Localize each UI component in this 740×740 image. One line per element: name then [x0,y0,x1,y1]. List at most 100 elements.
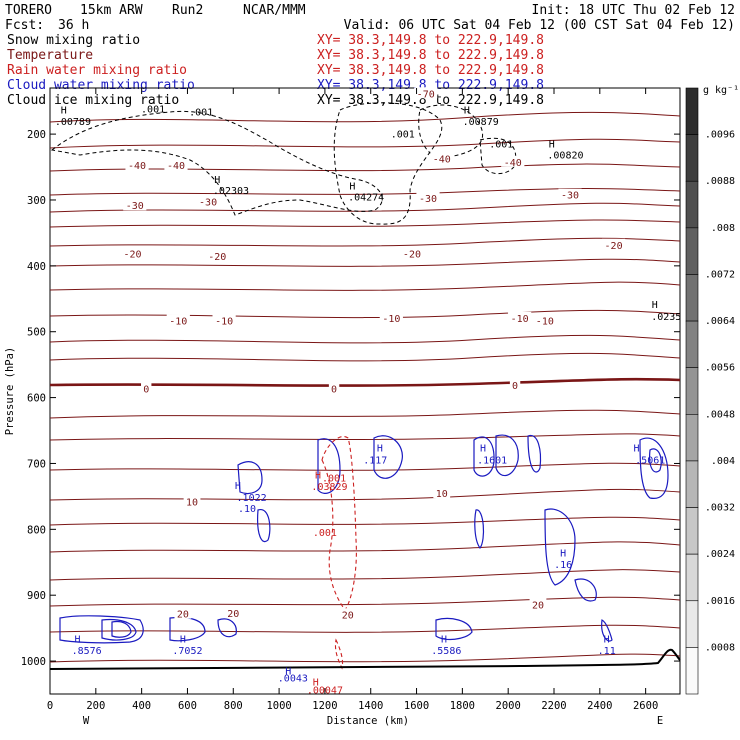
temperature-label-bg [379,311,403,323]
cloud-water-contour [317,438,341,494]
y-tick-label: 400 [27,261,46,273]
x-tick-label: 2200 [541,700,566,712]
colorbar: .0096 .0088 .008 .0072 .0064 .0056 .0048 .004 .0… [685,87,735,695]
temperature-label-bg [174,607,192,619]
isotherm-line [49,653,681,663]
temperature-label-bg [430,152,454,164]
temperature-label: -10 [169,317,187,328]
maximum-label: .5586 [431,646,461,657]
temperature-label: 20 [342,610,354,621]
isotherm-line [49,541,681,553]
isotherm-line [49,202,681,213]
cloud-water-contour [544,508,576,586]
temperature-label-bg [166,314,190,326]
cloud-water-contour [474,509,485,550]
plot-frame [49,87,681,695]
isotherm-line [49,409,681,419]
rain-water-contour [334,638,344,670]
legend-xy-cloud-ice: XY= 38.3,149.8 to 222.9,149.8 [317,93,544,108]
cloud-ice-contour [418,104,483,159]
maximum-label: H [464,106,470,117]
maximum-label: H [377,444,383,455]
cloud-water-contour [473,436,495,477]
header-init: Init: 18 UTC Thu 02 Feb 12 [532,3,736,18]
rain-water-contours [321,436,357,670]
temperature-label: -40 [504,158,522,169]
y-tick-label: 600 [27,393,46,405]
colorbar-label: .0016 [705,596,735,607]
temperature-label: -30 [126,201,144,212]
maximum-label: .001 [141,104,165,115]
temperature-label-bg [414,87,438,99]
temperature-label: -40 [128,161,146,172]
maximum-label: H [285,666,291,677]
maximum-label: .001 [313,528,337,539]
temperature-label: 20 [177,610,189,621]
legend-xy-snow: XY= 38.3,149.8 to 222.9,149.8 [317,33,544,48]
temperature-label-bg [601,238,626,250]
header-fcst-label: Fcst: [5,18,44,33]
temperature-label-bg [164,159,188,171]
colorbar-cell [685,320,699,368]
colorbar-cell [685,600,699,648]
temperature-label-bg [508,311,532,323]
terrain-line [49,648,681,670]
colorbar-label: .008 [711,223,735,234]
x-tick-label: 1200 [312,700,337,712]
header-org: TORERO [5,3,52,18]
cloud-ice-contour [479,137,517,175]
colorbar-label: .0048 [705,409,735,420]
maximum-label: .001 [391,129,415,140]
isotherm-line [49,163,681,172]
cloud-water-contour [435,617,473,641]
maximum-label: H [349,181,355,192]
header-run: Run2 [172,3,203,18]
x-tick-label: 1400 [358,700,383,712]
x-tick-label: 800 [224,700,243,712]
x-tick-label: 200 [86,700,105,712]
maximum-label: H [74,635,80,646]
colorbar-label: .0008 [705,642,735,653]
isotherm-line [49,569,681,581]
maximum-label: .0235 [651,312,681,323]
cloud-water-contour [601,619,613,642]
cloud-water-contour [257,509,271,543]
colorbar-label: .0064 [705,316,735,327]
temperature-label-bg [212,314,236,326]
temperature-label: -70 [417,89,435,100]
x-tick-label: 2000 [496,700,521,712]
isotherm-line [49,377,681,387]
colorbar-label: .0096 [705,130,735,141]
x-tick-label: 400 [132,700,151,712]
maximum-label: H [235,481,241,492]
maximum-label: .001 [489,139,513,150]
x-axis-label: Distance (km) [327,715,409,727]
legend-xy-temperature: XY= 38.3,149.8 to 222.9,149.8 [317,48,544,63]
colorbar-label: .0088 [705,176,735,187]
temperature-label: -10 [511,314,529,325]
temperature-label: -20 [605,241,623,252]
colorbar-cell [685,227,699,275]
colorbar-cell [685,87,699,135]
cloud-water-contour [527,434,542,473]
x-axis: 0 200 400 600 800 1000 1200 1400 1600 1800 2000 220… [47,88,658,712]
temperature-label: -30 [419,194,437,205]
legend-xy-cloud-water: XY= 38.3,149.8 to 222.9,149.8 [317,78,544,93]
temperature-label-bg [501,155,525,167]
cloud-water-contour [111,620,132,638]
maximum-label: .001 [189,108,213,119]
temperature-label: -40 [433,154,451,165]
temperature-label-bg [328,382,340,394]
maximum-label: .117 [363,456,387,467]
header-valid: Valid: 06 UTC Sat 04 Feb 12 (00 CST Sat … [344,18,735,33]
maximum-label: .1022 [237,493,267,504]
temperature-label: 20 [227,609,239,620]
maximum-label: .00820 [547,151,583,162]
isotherm-line [49,433,681,441]
x-tick-label: 1600 [404,700,429,712]
colorbar-label: .0024 [705,549,735,560]
colorbar-label: .0032 [705,503,735,514]
isotherm-line [49,352,681,362]
maximum-label: .03829 [311,482,347,493]
colorbar-label: .0072 [705,269,735,280]
